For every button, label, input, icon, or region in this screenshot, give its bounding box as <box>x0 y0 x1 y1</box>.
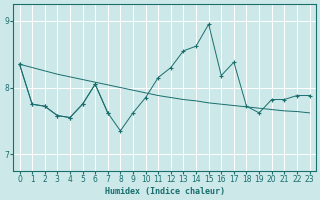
X-axis label: Humidex (Indice chaleur): Humidex (Indice chaleur) <box>105 187 225 196</box>
